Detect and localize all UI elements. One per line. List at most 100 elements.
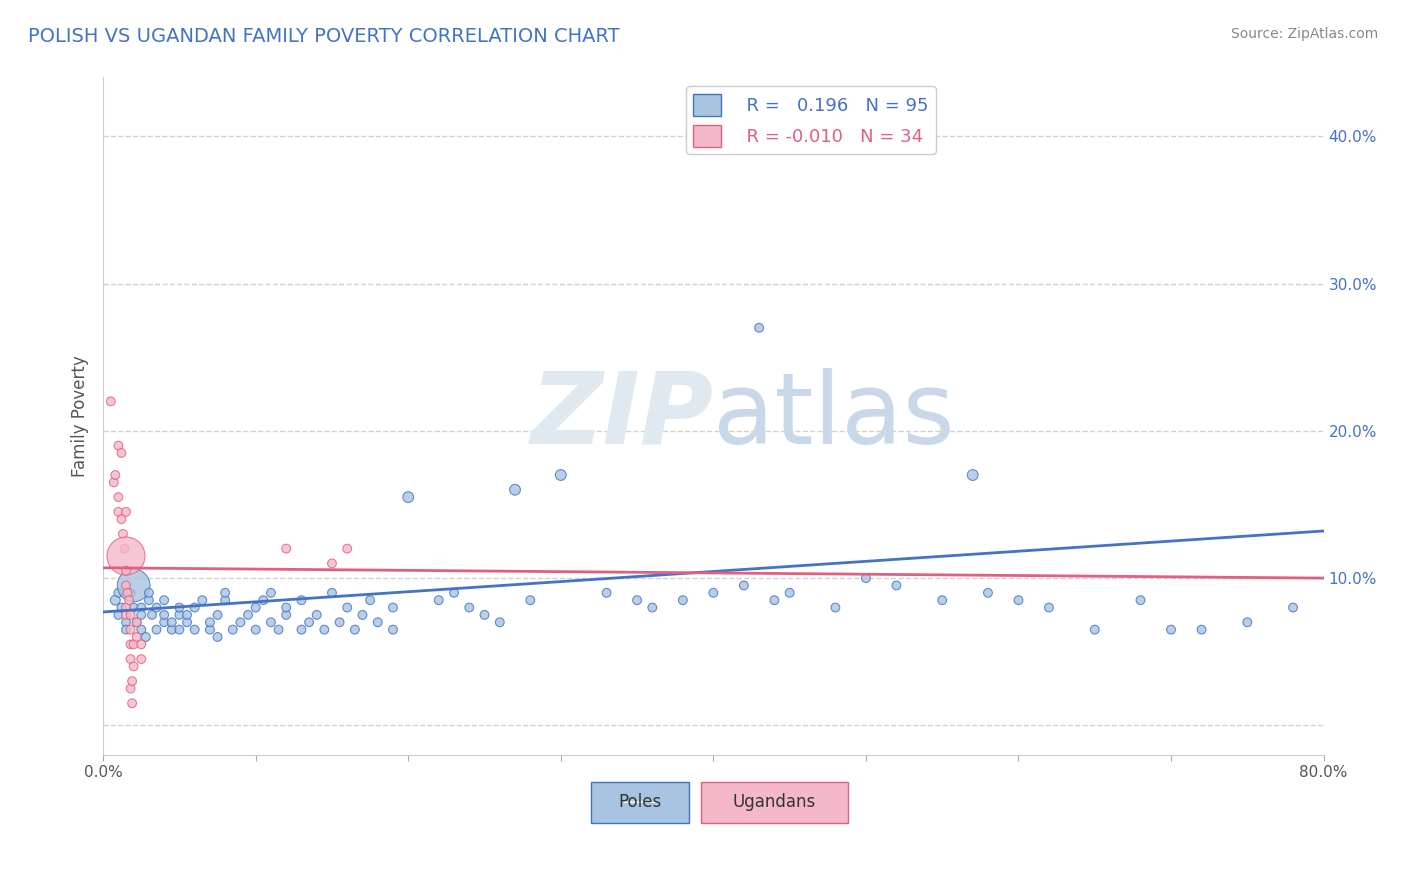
Point xyxy=(122,659,145,673)
Point xyxy=(779,586,801,600)
Point xyxy=(702,586,724,600)
Point xyxy=(107,607,129,622)
Text: Ugandans: Ugandans xyxy=(733,793,815,811)
Point xyxy=(110,512,132,526)
Point xyxy=(396,490,419,504)
Point xyxy=(138,586,160,600)
FancyBboxPatch shape xyxy=(702,782,848,822)
Point xyxy=(138,593,160,607)
Point xyxy=(367,615,389,630)
Point xyxy=(382,623,405,637)
Point xyxy=(120,586,142,600)
Point xyxy=(129,600,152,615)
Point xyxy=(153,615,176,630)
Y-axis label: Family Poverty: Family Poverty xyxy=(72,355,89,477)
Point xyxy=(488,615,510,630)
Point xyxy=(100,394,122,409)
Point xyxy=(115,623,138,637)
Point xyxy=(125,630,148,644)
Point xyxy=(153,593,176,607)
Point xyxy=(321,557,343,571)
Point xyxy=(427,593,450,607)
Point xyxy=(115,600,138,615)
Point xyxy=(336,600,359,615)
Point xyxy=(298,615,321,630)
Point xyxy=(129,623,152,637)
Point xyxy=(115,564,138,578)
Point xyxy=(214,586,236,600)
Point xyxy=(107,505,129,519)
Point xyxy=(321,586,343,600)
Point xyxy=(107,586,129,600)
Point xyxy=(122,637,145,651)
Point xyxy=(129,637,152,651)
Point xyxy=(672,593,695,607)
Point xyxy=(519,593,541,607)
Point xyxy=(120,681,142,696)
Point xyxy=(110,600,132,615)
Point xyxy=(733,578,755,592)
Point xyxy=(183,623,205,637)
Point xyxy=(276,541,298,556)
Point xyxy=(222,623,245,637)
Point xyxy=(207,630,229,644)
Point xyxy=(962,468,984,483)
Point xyxy=(120,607,142,622)
Point xyxy=(1129,593,1152,607)
Point xyxy=(104,468,127,483)
Point xyxy=(176,607,198,622)
Point xyxy=(382,600,405,615)
Point xyxy=(107,490,129,504)
Point xyxy=(626,593,648,607)
Point xyxy=(145,623,167,637)
Text: atlas: atlas xyxy=(713,368,955,465)
Point xyxy=(1191,623,1213,637)
Point xyxy=(120,637,142,651)
Point xyxy=(115,607,138,622)
Point xyxy=(120,652,142,666)
Point xyxy=(107,439,129,453)
Point xyxy=(245,623,267,637)
Point xyxy=(160,623,183,637)
Point xyxy=(458,600,481,615)
Point xyxy=(114,541,136,556)
Point xyxy=(290,623,312,637)
Text: Source: ZipAtlas.com: Source: ZipAtlas.com xyxy=(1230,27,1378,41)
Point xyxy=(115,615,138,630)
Point xyxy=(122,600,145,615)
Point xyxy=(252,593,274,607)
Point xyxy=(198,623,221,637)
Legend:   R =   0.196   N = 95,   R = -0.010   N = 34: R = 0.196 N = 95, R = -0.010 N = 34 xyxy=(686,87,936,154)
Point xyxy=(125,615,148,630)
Point xyxy=(314,623,336,637)
Point xyxy=(191,593,214,607)
Point xyxy=(214,593,236,607)
Point xyxy=(550,468,572,483)
Point xyxy=(290,593,312,607)
Point xyxy=(141,607,163,622)
Point xyxy=(115,549,138,563)
Point xyxy=(267,623,290,637)
Point xyxy=(183,600,205,615)
Point xyxy=(129,607,152,622)
Point xyxy=(474,607,496,622)
Point xyxy=(176,615,198,630)
Point xyxy=(207,607,229,622)
Point xyxy=(260,586,283,600)
Point xyxy=(503,483,526,497)
Point xyxy=(305,607,328,622)
Point xyxy=(245,600,267,615)
Point xyxy=(145,600,167,615)
Point xyxy=(595,586,617,600)
Point xyxy=(1160,623,1182,637)
Point xyxy=(1007,593,1029,607)
Point xyxy=(118,593,141,607)
Point xyxy=(198,615,221,630)
Point xyxy=(121,696,143,710)
Text: Poles: Poles xyxy=(619,793,662,811)
Point xyxy=(169,600,191,615)
Point xyxy=(276,600,298,615)
Point xyxy=(104,593,127,607)
Point xyxy=(121,674,143,689)
Point xyxy=(336,541,359,556)
